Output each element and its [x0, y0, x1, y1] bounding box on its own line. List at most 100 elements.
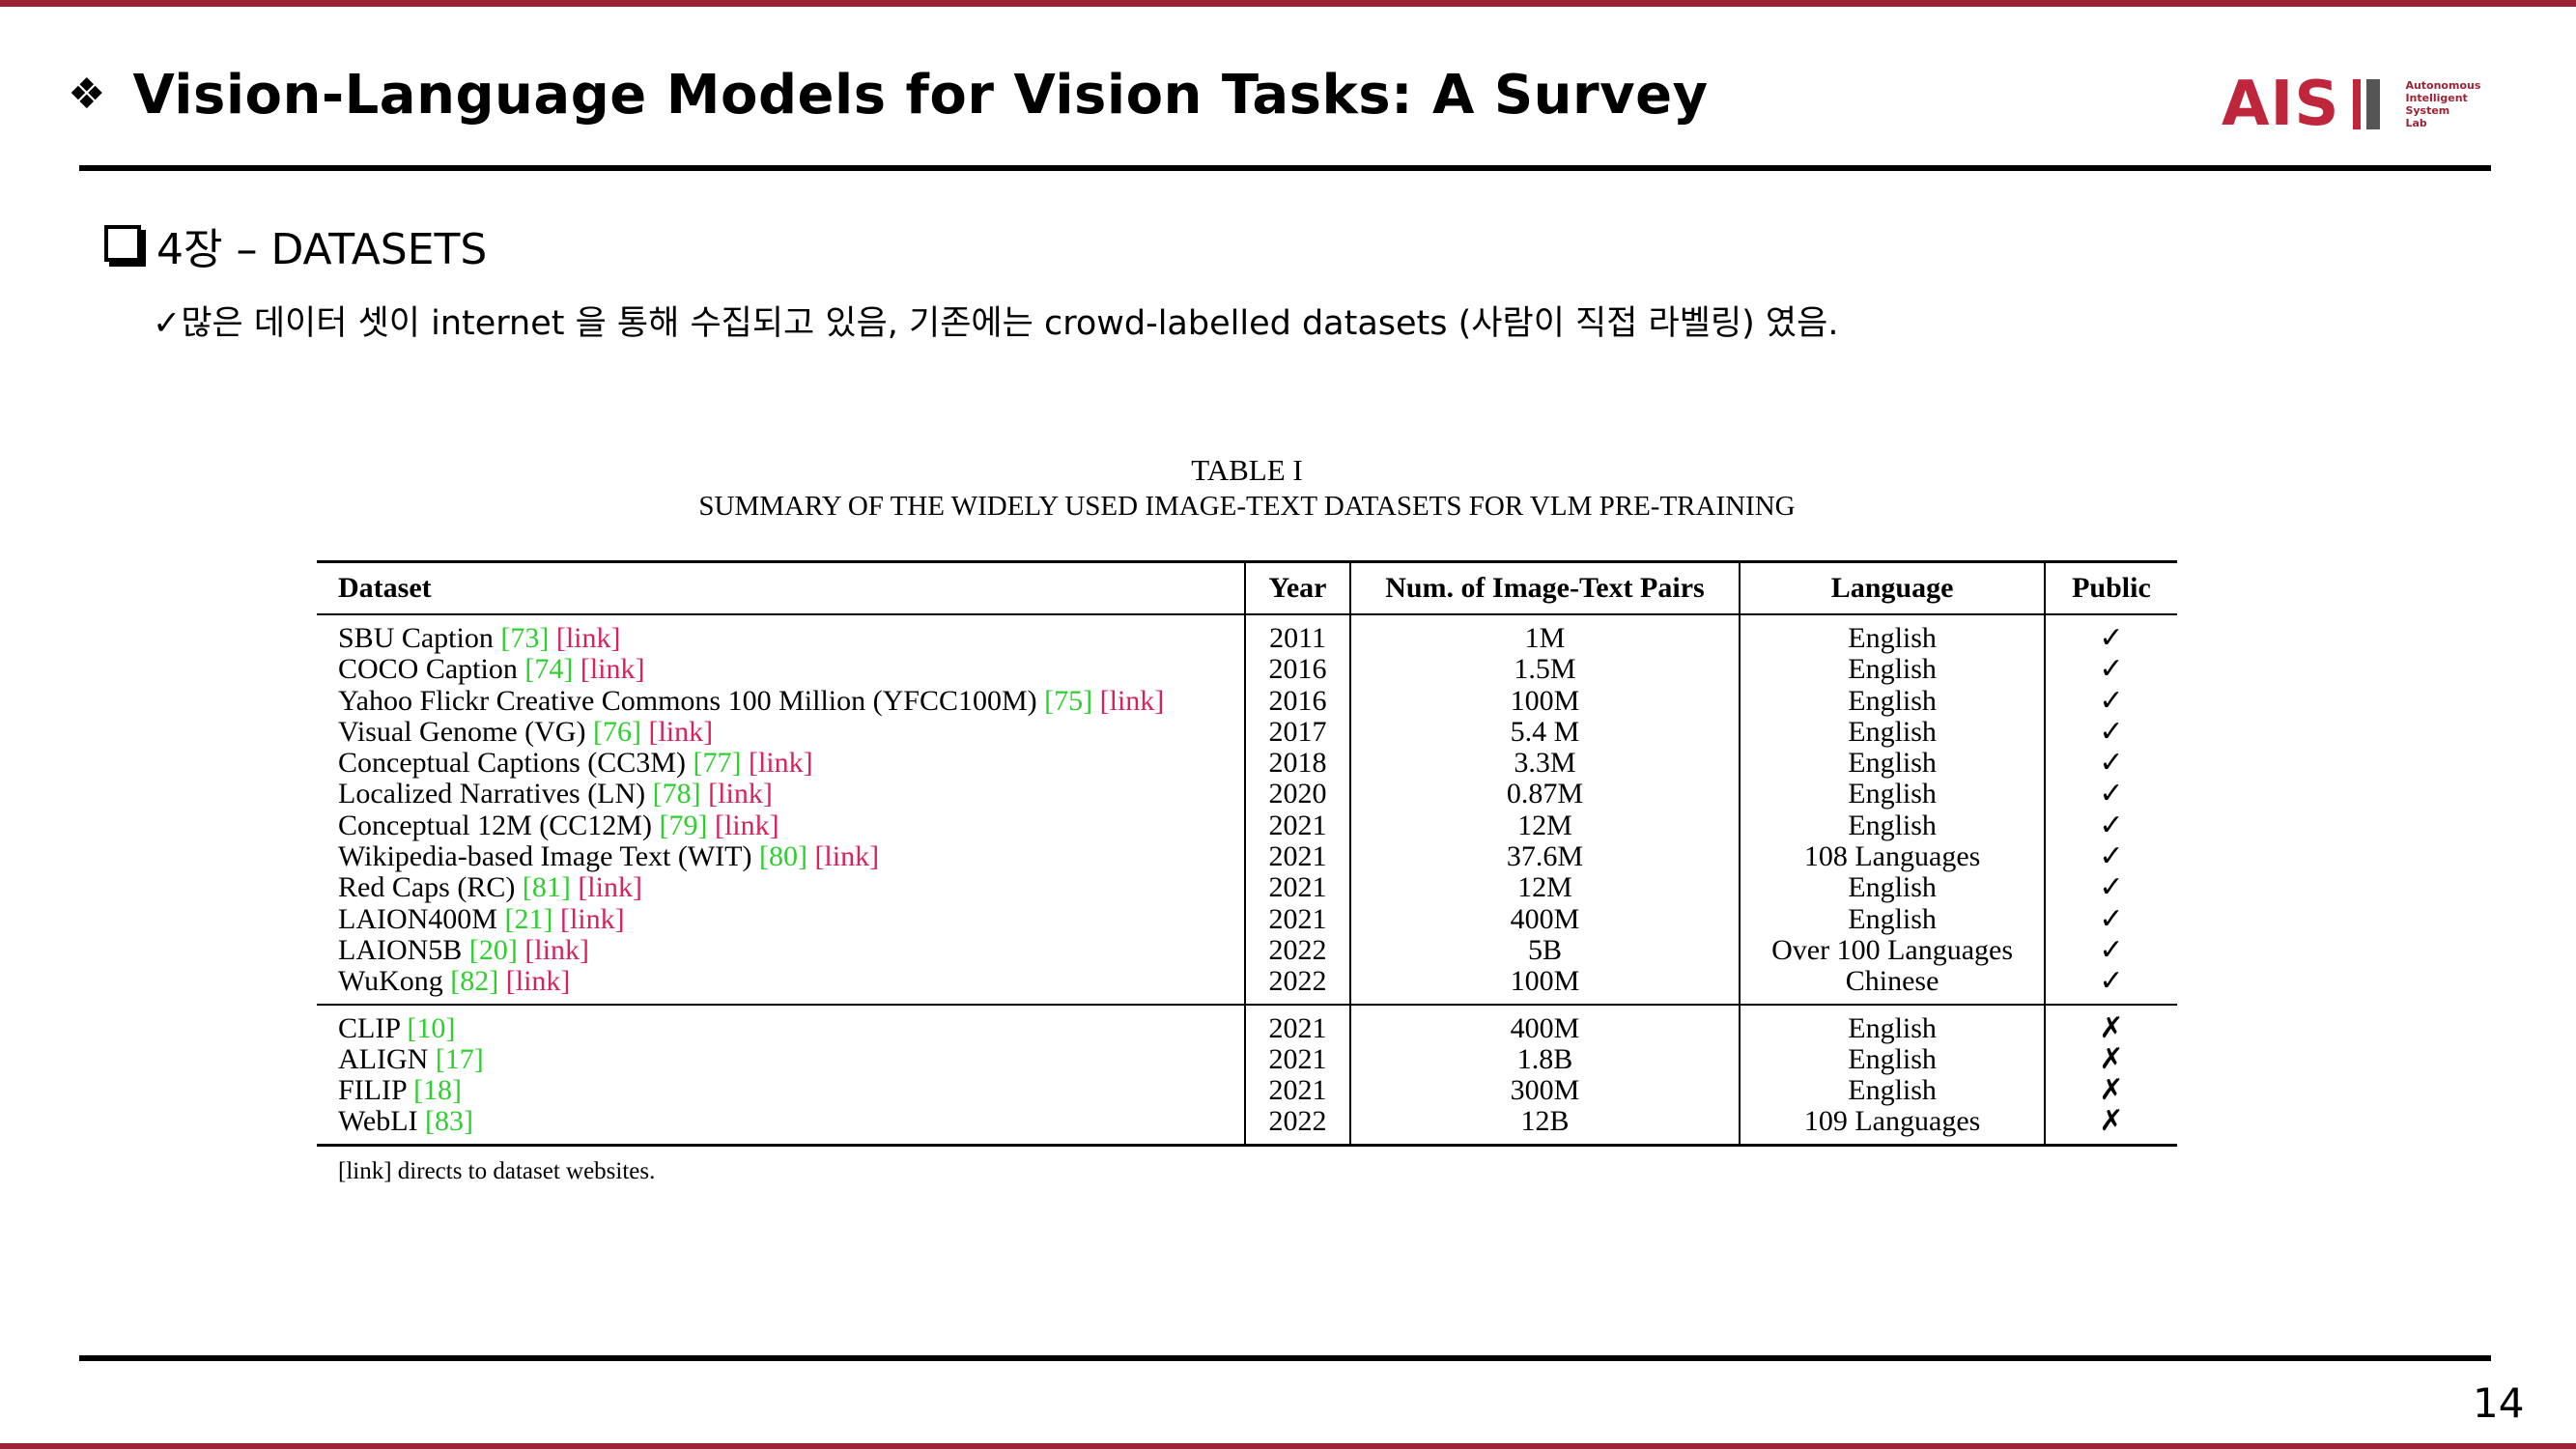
citation-ref[interactable]: [17] [435, 1042, 484, 1075]
citation-ref[interactable]: [73] [500, 622, 550, 654]
language-cell: English [1848, 778, 1937, 810]
section-heading-text: 4장 – DATASETS [156, 225, 488, 274]
dataset-link[interactable]: [link] [814, 840, 880, 873]
pairs-cell: 100M [1348, 685, 1741, 717]
language-cell: English [1848, 1011, 1937, 1044]
dataset-cell: Red Caps (RC) [81] [link] [317, 872, 1245, 903]
dataset-name: Red Caps (RC) [338, 871, 516, 904]
year-cell: 2011 [1244, 614, 1350, 655]
pairs-cell: 12M [1348, 810, 1741, 842]
citation-ref[interactable]: [82] [450, 965, 499, 998]
table-row: ALIGN [17] 2021 1.8B English ✗ [317, 1042, 2177, 1076]
check-mark-icon: ✓ [2043, 872, 2177, 904]
pairs-cell: 1M [1348, 614, 1741, 655]
year-cell: 2022 [1244, 965, 1350, 1005]
table-row: WebLI [83] 2022 12B 109 Languages ✗ [317, 1105, 2177, 1147]
pairs-cell: 12M [1348, 872, 1741, 904]
pairs-cell: 1.5M [1348, 653, 1741, 686]
table-row: Localized Narratives (LN) [78] [link] 202… [317, 779, 2177, 810]
dataset-link[interactable]: [link] [748, 747, 813, 780]
year-cell: 2016 [1244, 685, 1350, 717]
logo-wordmark: AIS [2222, 69, 2340, 140]
pairs-cell: 0.87M [1348, 779, 1741, 810]
dataset-link[interactable]: [link] [714, 809, 779, 841]
pairs-cell: 1.8B [1348, 1043, 1741, 1076]
table-row: Conceptual Captions (CC3M) [77] [link] 20… [317, 747, 2177, 780]
dataset-cell: Conceptual Captions (CC3M) [77] [link] [317, 748, 1245, 779]
dataset-name: CLIP [338, 1011, 400, 1044]
language-cell: English [1848, 653, 1937, 686]
year-cell: 2021 [1244, 872, 1350, 904]
pairs-cell: 400M [1348, 1004, 1741, 1044]
table-row: SBU Caption [73] [link] 2011 1M English ✓ [317, 614, 2177, 655]
pairs-cell: 12B [1348, 1106, 1741, 1147]
pairs-cell: 3.3M [1348, 747, 1741, 780]
cross-mark-icon: ✗ [2043, 1106, 2177, 1147]
dataset-link[interactable]: [link] [524, 933, 589, 966]
dataset-link[interactable]: [link] [580, 653, 645, 686]
citation-ref[interactable]: [18] [413, 1074, 463, 1107]
public-datasets-group: SBU Caption [73] [link] 2011 1M English ✓ COC… [317, 614, 2177, 1005]
dataset-link[interactable]: [link] [1099, 684, 1165, 717]
diamond-bullet-icon: ❖ [68, 70, 106, 119]
table-caption: SUMMARY OF THE WIDELY USED IMAGE-TEXT DA… [698, 491, 1796, 522]
dataset-cell: Conceptual 12M (CC12M) [79] [link] [317, 810, 1245, 841]
dataset-cell: SBU Caption [73] [link] [317, 614, 1245, 654]
section-heading: 4장 – DATASETS [104, 214, 487, 276]
dataset-link[interactable]: [link] [648, 715, 714, 748]
year-cell: 2017 [1244, 716, 1350, 749]
citation-ref[interactable]: [78] [652, 778, 701, 810]
table-row: CLIP [10] 2021 400M English ✗ [317, 1004, 2177, 1044]
table-footnote: [link] directs to dataset websites. [338, 1157, 656, 1184]
dataset-table-figure: TABLE I SUMMARY OF THE WIDELY USED IMAGE… [317, 454, 2177, 1185]
citation-ref[interactable]: [80] [758, 840, 807, 873]
table-number: TABLE I [1191, 453, 1303, 487]
dataset-name: Conceptual Captions (CC3M) [338, 747, 686, 780]
language-cell: Over 100 Languages [1771, 933, 2014, 966]
dataset-cell: Localized Narratives (LN) [78] [link] [317, 779, 1245, 810]
citation-ref[interactable]: [76] [592, 715, 641, 748]
dataset-name: LAION5B [338, 933, 463, 966]
language-cell: English [1848, 747, 1937, 780]
dataset-link[interactable]: [link] [578, 871, 642, 904]
table-row: Conceptual 12M (CC12M) [79] [link] 2021 12… [317, 810, 2177, 842]
citation-ref[interactable]: [83] [425, 1105, 474, 1138]
header-dataset: Dataset [338, 572, 432, 604]
table-row: LAION5B [20] [link] 2022 5B Over 100 Langua… [317, 933, 2177, 967]
dataset-cell: LAION400M [21] [link] [317, 902, 1245, 935]
year-cell: 2016 [1244, 653, 1350, 686]
citation-ref[interactable]: [77] [693, 747, 742, 780]
dataset-name: ALIGN [338, 1042, 429, 1075]
dataset-link[interactable]: [link] [559, 902, 625, 935]
slide-title: Vision-Language Models for Vision Tasks:… [132, 63, 1709, 127]
dataset-name: FILIP [338, 1074, 407, 1107]
citation-ref[interactable]: [75] [1044, 684, 1093, 717]
year-cell: 2021 [1244, 1004, 1350, 1044]
table-row: COCO Caption [74] [link] 2016 1.5M English ✓ [317, 653, 2177, 686]
citation-ref[interactable]: [10] [407, 1011, 456, 1044]
citation-ref[interactable]: [20] [468, 933, 518, 966]
dataset-link[interactable]: [link] [505, 965, 571, 998]
header-year: Year [1244, 561, 1350, 614]
top-accent-bar [0, 0, 2576, 7]
year-cell: 2020 [1244, 779, 1350, 810]
check-mark-icon: ✓ [2043, 903, 2177, 935]
check-mark-icon: ✓ [2043, 934, 2177, 967]
language-cell: English [1848, 622, 1937, 654]
check-mark-icon: ✓ [2043, 685, 2177, 717]
logo-bars-icon [2353, 79, 2381, 129]
dataset-link[interactable]: [link] [555, 622, 621, 654]
dataset-name: Visual Genome (VG) [338, 715, 586, 748]
dataset-link[interactable]: [link] [708, 778, 773, 810]
citation-ref[interactable]: [21] [504, 902, 553, 935]
citation-ref[interactable]: [81] [522, 871, 571, 904]
citation-ref[interactable]: [79] [659, 809, 708, 841]
citation-ref[interactable]: [74] [524, 653, 574, 686]
pairs-cell: 5B [1348, 934, 1741, 967]
cross-mark-icon: ✗ [2043, 1043, 2177, 1076]
year-cell: 2021 [1244, 1074, 1350, 1107]
check-mark-icon: ✓ [2043, 965, 2177, 1005]
dataset-cell: CLIP [10] [317, 1005, 1245, 1044]
cross-mark-icon: ✗ [2043, 1074, 2177, 1107]
